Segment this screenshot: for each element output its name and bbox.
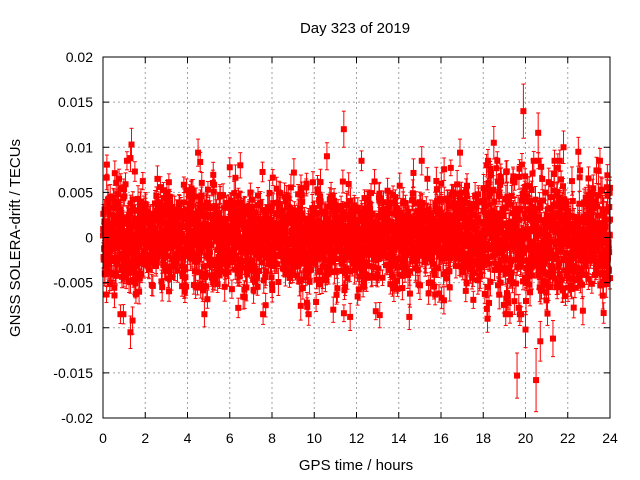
data-point	[232, 164, 239, 192]
data-point	[406, 303, 413, 331]
data-point	[132, 284, 139, 304]
y-axis-title: GNSS SOLERA-drift / TECUs	[7, 139, 24, 337]
data-point	[237, 152, 244, 179]
data-point	[259, 161, 266, 183]
data-point	[347, 302, 354, 331]
data-point	[235, 297, 242, 319]
data-point	[514, 352, 521, 399]
x-tick-label: 2	[141, 430, 149, 446]
data-point	[570, 296, 577, 319]
x-axis-title: GPS time / hours	[299, 457, 413, 474]
x-tick-label: 10	[306, 430, 322, 446]
x-tick-label: 6	[226, 430, 234, 446]
data-point	[470, 290, 477, 309]
data-point	[120, 304, 127, 325]
data-point	[340, 110, 347, 148]
data-point	[165, 173, 172, 192]
y-tick-label: -0.01	[61, 320, 93, 336]
y-tick-label: -0.005	[53, 275, 93, 291]
data-point	[503, 160, 510, 183]
data-point	[376, 301, 383, 329]
x-tick-label: 12	[349, 430, 365, 446]
x-tick-label: 18	[475, 430, 491, 446]
data-point	[157, 176, 164, 199]
x-tick-label: 22	[560, 430, 576, 446]
data-point	[490, 125, 497, 160]
y-tick-label: 0.02	[66, 49, 93, 65]
data-point	[568, 166, 575, 196]
data-point	[544, 301, 551, 326]
data-point	[226, 157, 233, 178]
data-point	[131, 161, 138, 182]
data-point	[457, 138, 464, 167]
data-point	[533, 348, 540, 413]
data-point	[600, 302, 607, 324]
data-point	[410, 158, 417, 188]
data-point	[103, 286, 110, 304]
y-tick-label: 0	[85, 230, 93, 246]
data-point	[371, 169, 378, 194]
data-point	[303, 172, 310, 195]
x-tick-label: 8	[268, 430, 276, 446]
x-tick-label: 24	[602, 430, 618, 446]
x-tick-label: 14	[391, 430, 407, 446]
data-point	[535, 112, 542, 154]
x-tick-label: 4	[184, 430, 192, 446]
chart-title: Day 323 of 2019	[300, 20, 410, 37]
y-tick-label: -0.02	[61, 410, 93, 426]
data-point	[441, 157, 448, 181]
data-point	[418, 146, 425, 176]
x-tick-label: 16	[433, 430, 449, 446]
x-tick-label: 0	[99, 430, 107, 446]
data-point	[290, 158, 297, 187]
data-point	[127, 144, 134, 173]
data-point	[123, 151, 130, 171]
data-point	[549, 320, 556, 358]
data-point	[275, 267, 282, 297]
y-tick-label: 0.005	[58, 184, 93, 200]
data-point	[424, 167, 431, 191]
data-points	[100, 83, 613, 413]
y-tick-label: 0.015	[58, 94, 93, 110]
data-point	[103, 154, 110, 175]
data-point	[330, 296, 337, 323]
data-point	[139, 171, 146, 191]
data-point	[575, 136, 582, 167]
data-point	[539, 167, 546, 191]
data-point	[579, 296, 586, 326]
data-point	[201, 301, 208, 328]
data-point	[122, 172, 129, 197]
x-tick-label: 20	[518, 430, 534, 446]
y-tick-label: -0.015	[53, 365, 93, 381]
data-point	[149, 275, 156, 297]
data-point	[447, 159, 454, 177]
data-point	[339, 169, 346, 194]
y-tick-label: 0.01	[66, 139, 93, 155]
data-point	[358, 150, 365, 172]
data-point	[340, 304, 347, 323]
